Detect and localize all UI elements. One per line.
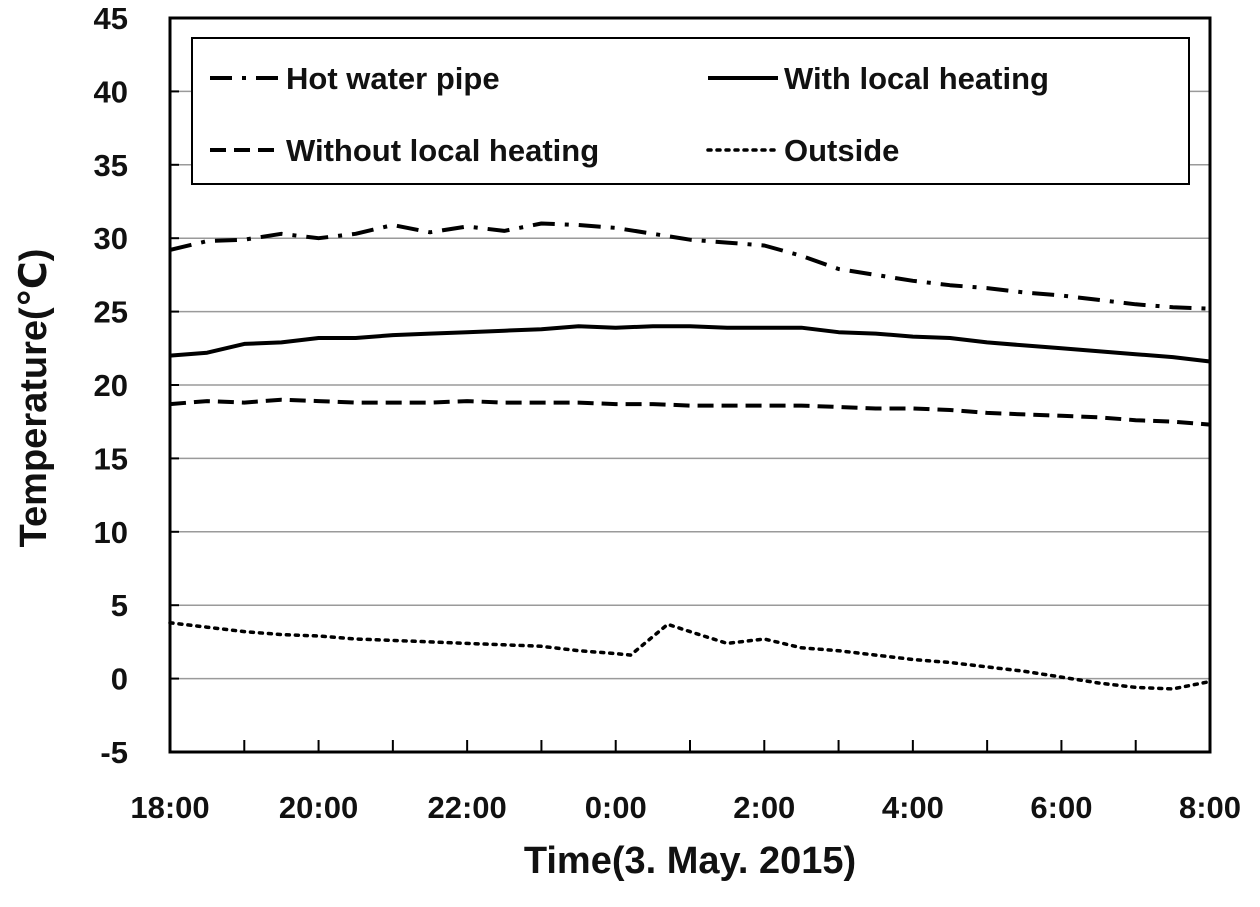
legend-label-with-local-heating: With local heating bbox=[784, 61, 1049, 96]
y-tick-label: 40 bbox=[94, 74, 128, 109]
legend: Hot water pipe With local heating Without … bbox=[191, 37, 1190, 185]
x-tick-label: 22:00 bbox=[427, 790, 506, 825]
x-tick-label: 20:00 bbox=[279, 790, 358, 825]
axes: -5 0 5 10 15 20 25 30 35 40 45 18:00 20:00 22:00 0:00 2… bbox=[94, 1, 1242, 825]
series-group bbox=[168, 221, 1212, 691]
x-tick-label: 6:00 bbox=[1030, 790, 1092, 825]
y-tick-label: 5 bbox=[111, 588, 128, 623]
y-tick-label: 35 bbox=[94, 148, 128, 183]
y-tick-label: 15 bbox=[94, 441, 128, 476]
y-tick-label: 10 bbox=[94, 515, 128, 550]
legend-label-hot-water-pipe: Hot water pipe bbox=[286, 61, 500, 96]
legend-label-outside: Outside bbox=[784, 133, 899, 168]
legend-label-without-local-heating: Without local heating bbox=[286, 133, 599, 168]
series-line-outside bbox=[168, 621, 1212, 691]
y-tick-label: 45 bbox=[94, 1, 128, 36]
x-tick-label: 8:00 bbox=[1179, 790, 1241, 825]
series-line-without-local-heating bbox=[169, 397, 1211, 427]
y-tick-label: -5 bbox=[100, 735, 128, 770]
x-tick-label: 2:00 bbox=[733, 790, 795, 825]
x-tick-label: 4:00 bbox=[882, 790, 944, 825]
y-axis-title: Temperature(℃) bbox=[13, 249, 55, 548]
legend-box bbox=[191, 37, 1190, 185]
plot-area-border bbox=[168, 16, 1212, 754]
y-tick-label: 20 bbox=[94, 368, 128, 403]
series-line-hot-water-pipe bbox=[169, 221, 1211, 311]
series-line-with-local-heating bbox=[169, 324, 1211, 364]
x-axis-title: Time(3. May. 2015) bbox=[524, 840, 856, 882]
x-tick-label: 0:00 bbox=[585, 790, 647, 825]
y-tick-label: 0 bbox=[111, 662, 128, 697]
y-tick-label: 25 bbox=[94, 295, 128, 330]
y-tick-label: 30 bbox=[94, 221, 128, 256]
x-tick-label: 18:00 bbox=[130, 790, 209, 825]
